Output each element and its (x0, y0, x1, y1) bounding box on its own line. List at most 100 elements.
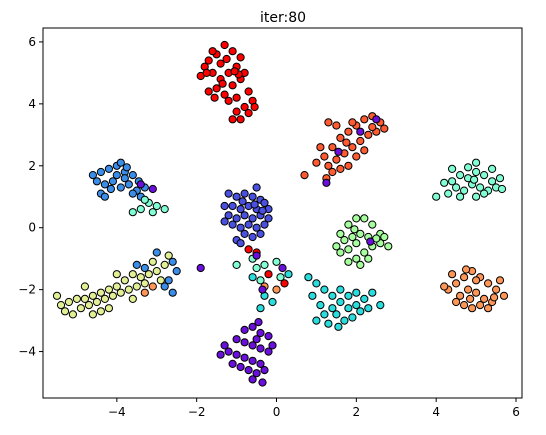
data-point (348, 118, 357, 127)
data-point (312, 158, 321, 167)
data-point (92, 177, 102, 186)
data-point (352, 152, 361, 161)
data-point (460, 301, 469, 310)
data-point (132, 260, 141, 269)
data-point (322, 178, 331, 187)
data-point (304, 273, 313, 282)
data-point (104, 304, 114, 313)
data-point (324, 161, 333, 170)
data-point (222, 54, 231, 64)
data-point (384, 242, 393, 251)
data-point (132, 282, 141, 291)
data-point (480, 189, 489, 198)
data-point (104, 164, 114, 173)
data-point (128, 270, 137, 279)
data-point (352, 288, 361, 297)
data-point (320, 285, 329, 294)
data-point (256, 359, 265, 368)
data-point (248, 232, 257, 242)
data-point (278, 263, 287, 273)
data-point (240, 102, 249, 112)
data-point (348, 313, 357, 322)
data-point (316, 143, 325, 152)
data-point (248, 322, 257, 331)
data-point (300, 171, 309, 180)
data-point (460, 273, 469, 282)
data-point (252, 223, 261, 232)
data-point (218, 79, 227, 88)
data-point (136, 205, 145, 214)
data-point (160, 260, 169, 269)
data-point (276, 273, 285, 282)
data-point (284, 270, 293, 279)
data-point (224, 347, 233, 356)
y-axis: −4 −2 0 2 4 6 (18, 35, 43, 359)
x-tick-label: 6 (512, 405, 520, 419)
data-point (240, 353, 249, 362)
data-point (152, 267, 161, 276)
data-point (220, 341, 229, 350)
data-point (164, 251, 173, 260)
data-point (480, 171, 489, 180)
data-point (232, 192, 241, 201)
data-point (484, 279, 493, 288)
data-point (244, 366, 253, 375)
data-point (228, 81, 237, 90)
data-point (456, 171, 465, 180)
data-point (464, 285, 473, 294)
data-point (232, 335, 241, 344)
data-point (356, 136, 365, 146)
plot-area-frame (42, 27, 523, 399)
data-point (196, 263, 205, 273)
data-point (116, 183, 125, 192)
data-point (256, 229, 265, 238)
data-point (232, 350, 241, 359)
x-tick-label: −4 (108, 405, 126, 419)
data-point (232, 260, 241, 269)
data-point (212, 84, 221, 93)
data-point (232, 214, 241, 223)
data-point (472, 288, 481, 297)
data-point (312, 316, 321, 325)
data-point (488, 164, 497, 173)
data-point (472, 158, 481, 167)
data-point (352, 254, 361, 263)
data-point (96, 307, 106, 316)
data-point (348, 143, 357, 152)
data-point (432, 192, 441, 201)
data-point (336, 297, 345, 307)
data-point (104, 285, 114, 294)
y-tick-label: 6 (28, 35, 36, 49)
data-point (136, 180, 145, 189)
data-point (336, 133, 345, 142)
data-point (72, 294, 82, 303)
data-point (280, 279, 289, 288)
data-point (360, 214, 369, 223)
data-point (316, 301, 325, 310)
data-point (228, 201, 237, 211)
data-point (364, 304, 373, 313)
data-point (364, 130, 373, 139)
data-point (476, 301, 485, 310)
data-point (348, 232, 357, 242)
data-point (360, 115, 369, 124)
data-point (468, 304, 477, 313)
data-point (448, 270, 457, 279)
data-point (84, 301, 94, 310)
data-point (452, 183, 461, 192)
data-point (344, 220, 353, 229)
data-point (164, 276, 173, 285)
data-point (240, 211, 249, 220)
data-point (100, 294, 110, 303)
data-point (476, 183, 485, 192)
data-point (368, 123, 377, 132)
data-point (490, 293, 499, 302)
data-point (456, 291, 465, 300)
data-point (128, 189, 137, 198)
data-point (356, 229, 365, 238)
data-point (312, 279, 321, 288)
data-point (344, 257, 353, 266)
data-point (256, 276, 265, 285)
data-point (52, 291, 62, 300)
data-point (136, 273, 145, 282)
